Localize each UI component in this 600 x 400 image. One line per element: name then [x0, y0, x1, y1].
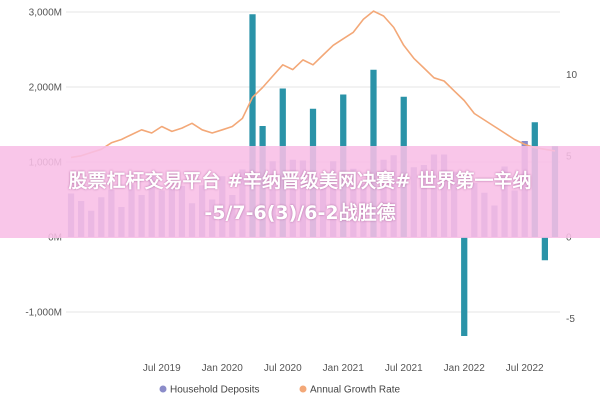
y-left-tick-label: 2,000M [29, 83, 62, 94]
annual-growth-rate-line [70, 10, 556, 159]
legend-swatch-annual-growth-rate [299, 385, 307, 393]
legend-label-household-deposits: Household Deposits [170, 385, 260, 396]
bar-household-deposits [461, 237, 468, 336]
legend-swatch-household-deposits [159, 385, 167, 393]
y-right-tick-label: -5 [566, 314, 575, 325]
x-tick-label: Jul 2020 [264, 363, 302, 374]
bar-household-deposits [541, 237, 549, 261]
x-tick-label: Jul 2019 [143, 363, 181, 374]
y-left-tick-label: 3,000M [29, 8, 62, 19]
x-tick-label: Jan 2022 [444, 363, 486, 374]
x-tick-label: Jan 2020 [202, 363, 244, 374]
bar-household-deposits [249, 14, 256, 237]
x-tick-label: Jul 2021 [385, 363, 423, 374]
y-right-tick-label: 0 [566, 233, 572, 244]
overlay-text-line-2: -5/7-6(3)/6-2战胜德 [204, 202, 396, 224]
legend-label-annual-growth-rate: Annual Growth Rate [310, 385, 400, 396]
y-left-tick-label: -1,000M [25, 308, 62, 319]
x-axis: Jul 2019 Jan 2020 Jul 2020 Jan 2021 Jul 2021… [143, 363, 544, 374]
legend: Household Deposits Annual Growth Rate [159, 385, 400, 396]
y-right-tick-label: 10 [566, 70, 578, 81]
y-left-tick-label: 0M [48, 233, 62, 244]
x-tick-label: Jan 2021 [323, 363, 365, 374]
overlay-banner: 股票杠杆交易平台 #辛纳晋级美网决赛# 世界第一辛纳 -5/7-6(3)/6-2… [0, 146, 600, 238]
overlay-text-line-1: 股票杠杆交易平台 #辛纳晋级美网决赛# 世界第一辛纳 [68, 170, 532, 192]
x-tick-label: Jul 2022 [506, 363, 544, 374]
